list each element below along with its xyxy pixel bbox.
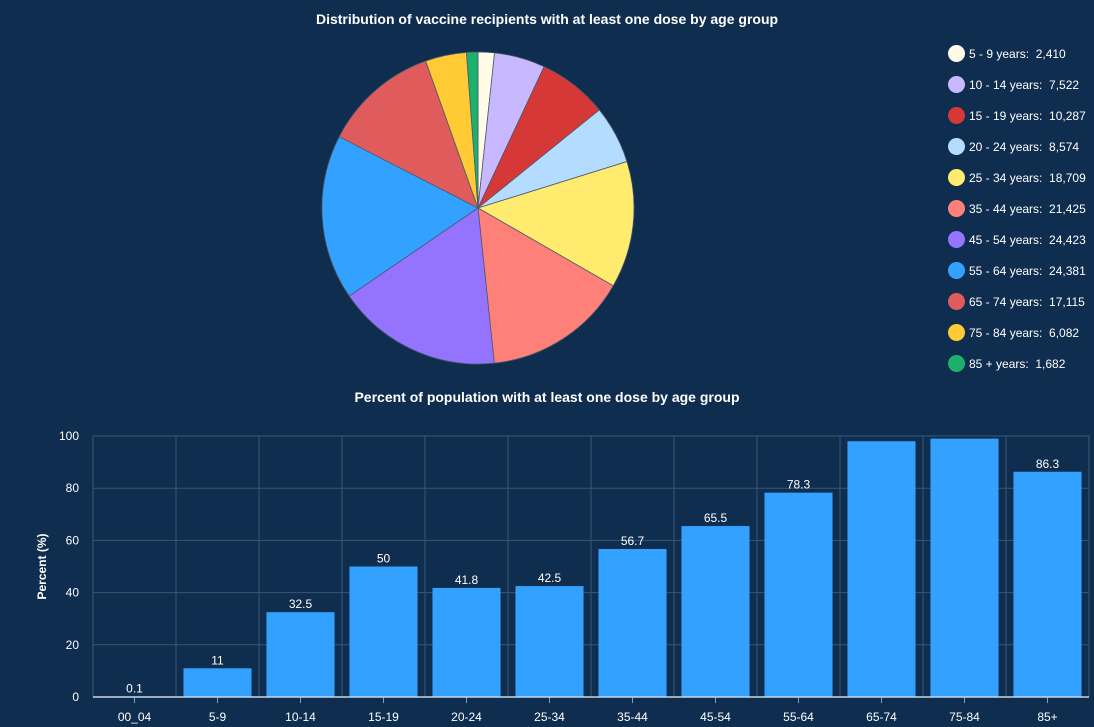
x-tick-label: 75-84 xyxy=(949,710,980,724)
bar-data-label: 65.5 xyxy=(704,511,728,525)
legend-swatch xyxy=(948,293,965,310)
bar[interactable] xyxy=(1013,471,1082,697)
x-tick-label: 25-34 xyxy=(534,710,565,724)
legend-label: 15 - 19 years: 10,287 xyxy=(969,108,1086,123)
pie-slice[interactable] xyxy=(466,51,479,209)
pie-chart xyxy=(321,51,635,365)
pie-slice[interactable] xyxy=(338,60,479,209)
bar[interactable] xyxy=(847,441,916,697)
legend-item[interactable]: 10 - 14 years: 7,522 xyxy=(948,69,1094,100)
bar-data-label: 86.3 xyxy=(1036,457,1060,471)
pie-slice[interactable] xyxy=(477,207,614,364)
bar-data-label: 0.1 xyxy=(126,682,143,696)
x-tick-label: 45-54 xyxy=(700,710,731,724)
pie-slice[interactable] xyxy=(477,161,635,287)
bar[interactable] xyxy=(930,438,999,697)
y-axis-label: Percent (%) xyxy=(35,533,49,599)
legend-label: 75 - 84 years: 6,082 xyxy=(969,325,1080,340)
legend-label: 25 - 34 years: 18,709 xyxy=(969,170,1086,185)
bar[interactable] xyxy=(432,587,501,697)
legend-label: 20 - 24 years: 8,574 xyxy=(969,139,1080,154)
legend-swatch xyxy=(948,324,965,341)
bar-data-label: 78.3 xyxy=(787,478,811,492)
legend-item[interactable]: 65 - 74 years: 17,115 xyxy=(948,286,1094,317)
legend-item[interactable]: 85 + years: 1,682 xyxy=(948,348,1094,379)
legend-item[interactable]: 45 - 54 years: 24,423 xyxy=(948,224,1094,255)
pie-slice[interactable] xyxy=(321,136,479,297)
legend-label: 65 - 74 years: 17,115 xyxy=(969,294,1085,309)
legend-swatch xyxy=(948,107,965,124)
legend-label: 55 - 64 years: 24,381 xyxy=(969,263,1086,278)
x-tick-label: 00_04 xyxy=(118,710,152,724)
bar-data-label: 32.5 xyxy=(289,597,313,611)
y-tick-label: 80 xyxy=(66,481,80,495)
legend-swatch xyxy=(948,138,965,155)
pie-slice[interactable] xyxy=(348,207,495,365)
x-tick-label: 65-74 xyxy=(866,710,897,724)
legend-item[interactable]: 75 - 84 years: 6,082 xyxy=(948,317,1094,348)
x-tick-label: 15-19 xyxy=(368,710,399,724)
bar-chart-title: Percent of population with at least one … xyxy=(354,389,740,405)
x-tick-label: 5-9 xyxy=(209,710,227,724)
x-tick-label: 55-64 xyxy=(783,710,814,724)
x-tick-label: 10-14 xyxy=(285,710,316,724)
x-tick-label: 85+ xyxy=(1037,710,1057,724)
legend-label: 5 - 9 years: 2,410 xyxy=(969,46,1066,61)
bar-data-label: 41.8 xyxy=(455,573,479,587)
bar-data-label: 11 xyxy=(211,653,224,667)
y-tick-label: 20 xyxy=(66,638,80,652)
y-tick-label: 60 xyxy=(66,533,80,547)
bar-data-label: 42.5 xyxy=(538,571,562,585)
legend-swatch xyxy=(948,169,965,186)
legend-label: 10 - 14 years: 7,522 xyxy=(969,77,1080,92)
bar[interactable] xyxy=(515,586,584,697)
bar-data-label: 56.7 xyxy=(621,534,645,548)
pie-chart-title: Distribution of vaccine recipients with … xyxy=(315,11,779,27)
legend-swatch xyxy=(948,355,965,372)
legend-swatch xyxy=(948,45,965,62)
legend-swatch xyxy=(948,200,965,217)
legend-swatch xyxy=(948,231,965,248)
legend-label: 45 - 54 years: 24,423 xyxy=(969,232,1086,247)
bar-data-label: 50 xyxy=(377,552,391,566)
y-tick-label: 40 xyxy=(66,586,80,600)
legend-item[interactable]: 25 - 34 years: 18,709 xyxy=(948,162,1094,193)
x-tick-label: 35-44 xyxy=(617,710,648,724)
legend-label: 85 + years: 1,682 xyxy=(969,356,1066,371)
legend-item[interactable]: 15 - 19 years: 10,287 xyxy=(948,100,1094,131)
bar[interactable] xyxy=(183,668,252,697)
bar[interactable] xyxy=(266,612,335,697)
bar[interactable] xyxy=(349,566,418,698)
legend-item[interactable]: 5 - 9 years: 2,410 xyxy=(948,38,1094,69)
legend-label: 35 - 44 years: 21,425 xyxy=(969,201,1086,216)
y-tick-label: 0 xyxy=(72,690,79,704)
bar[interactable] xyxy=(764,492,833,697)
bar[interactable] xyxy=(681,526,750,697)
legend-item[interactable]: 55 - 64 years: 24,381 xyxy=(948,255,1094,286)
legend-item[interactable]: 20 - 24 years: 8,574 xyxy=(948,131,1094,162)
x-tick-label: 20-24 xyxy=(451,710,482,724)
bar[interactable] xyxy=(598,549,667,697)
legend-swatch xyxy=(948,262,965,279)
legend-swatch xyxy=(948,76,965,93)
y-tick-label: 100 xyxy=(59,429,79,443)
pie-legend: 5 - 9 years: 2,410 10 - 14 years: 7,522 15… xyxy=(948,38,1094,379)
legend-item[interactable]: 35 - 44 years: 21,425 xyxy=(948,193,1094,224)
